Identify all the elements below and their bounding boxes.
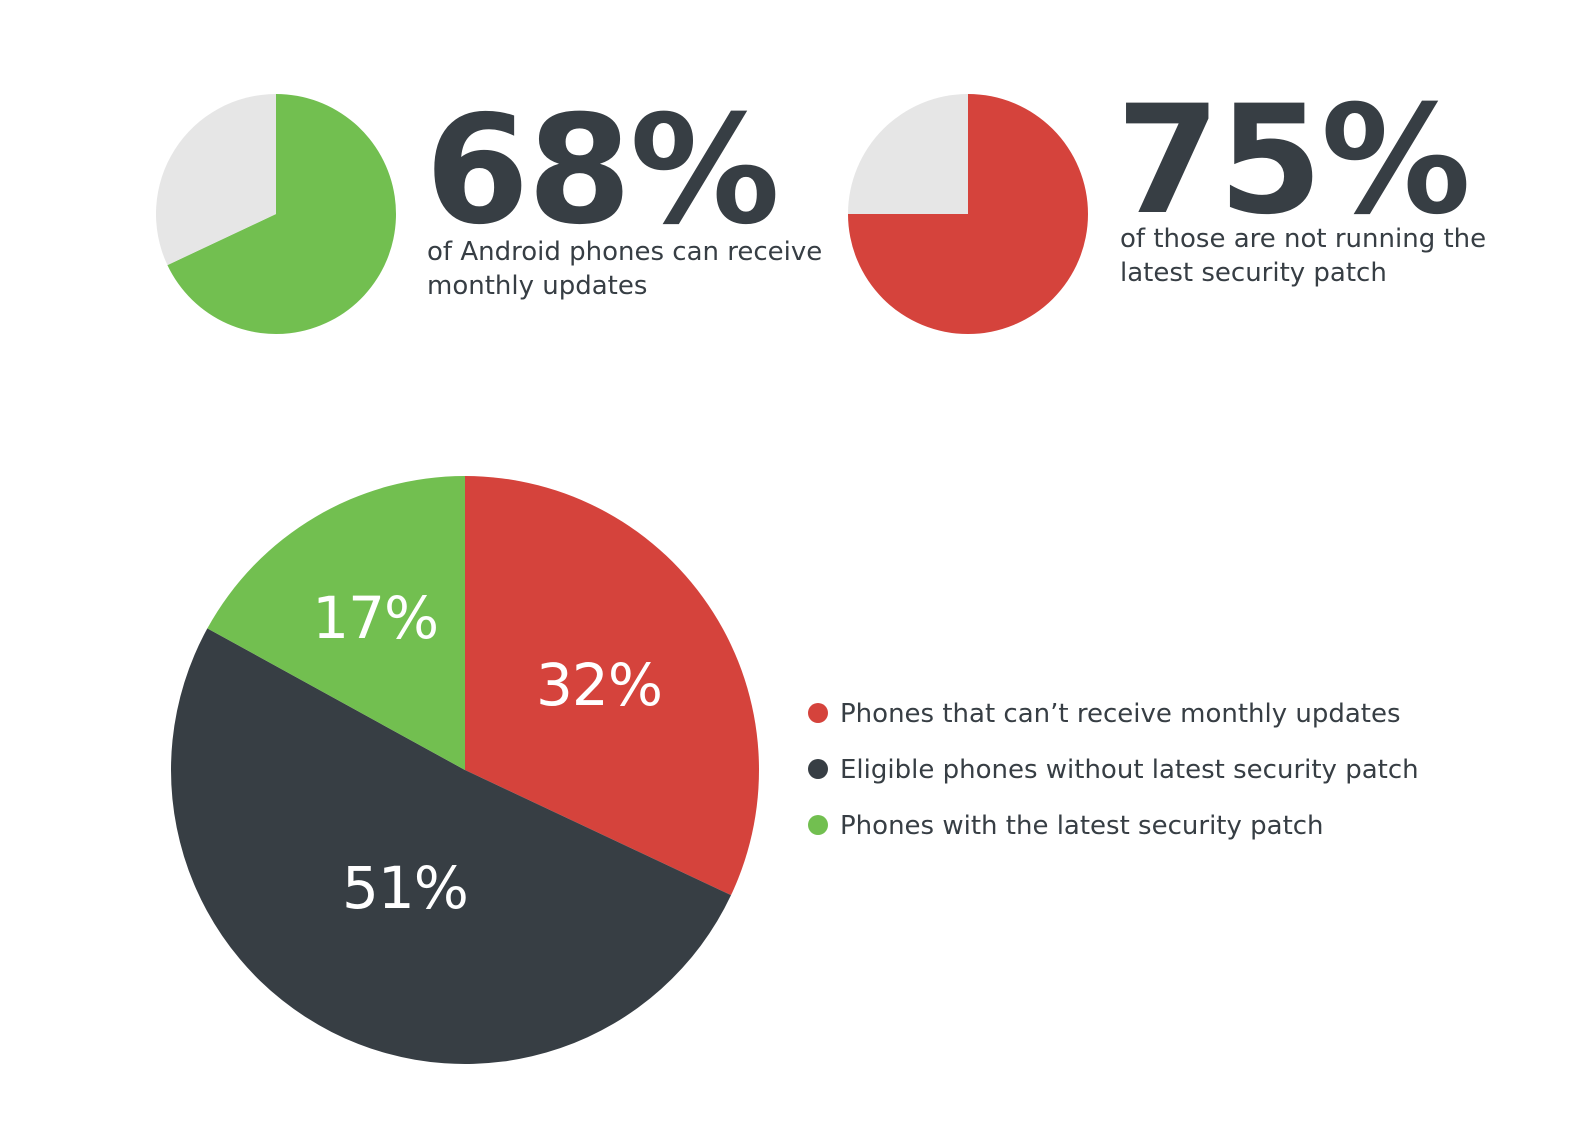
stat-caption-monthly-updates-line-2: monthly updates — [427, 271, 647, 301]
pie-monthly-updates-slice-1 — [156, 94, 276, 266]
stat-value-not-running-patch: 75% — [1116, 74, 1469, 248]
legend-swatch-1 — [808, 759, 828, 779]
slice-label-1: 51% — [342, 854, 468, 922]
pie-monthly-updates — [156, 94, 397, 334]
pie-not-running-patch-slice-1 — [848, 94, 968, 214]
legend-label-0: Phones that can’t receive monthly update… — [840, 699, 1401, 729]
stat-caption-not-running-patch-line-1: of those are not running the — [1120, 224, 1486, 254]
pie-security-breakdown-slice-1 — [170, 628, 732, 1065]
pie-security-breakdown-labels: 32% 51% 17% — [312, 584, 663, 922]
stat-value-monthly-updates: 68% — [425, 84, 778, 258]
legend-label-1: Eligible phones without latest security … — [840, 755, 1419, 785]
legend-swatch-0 — [808, 703, 828, 723]
slice-label-2: 17% — [312, 584, 438, 652]
legend-label-2: Phones with the latest security patch — [840, 811, 1324, 841]
stat-caption-monthly-updates-line-1: of Android phones can receive — [427, 237, 822, 267]
pie-security-breakdown — [170, 476, 760, 1065]
stat-caption-not-running-patch-line-2: latest security patch — [1120, 258, 1387, 288]
pie-monthly-updates-slice-0 — [167, 94, 397, 334]
pie-security-breakdown-slice-2 — [207, 476, 465, 770]
pie-security-breakdown-slice-0 — [465, 476, 760, 896]
slice-label-0: 32% — [536, 651, 662, 719]
legend: Phones that can’t receive monthly update… — [808, 699, 1419, 841]
legend-swatch-2 — [808, 815, 828, 835]
pie-not-running-patch — [848, 94, 1088, 334]
